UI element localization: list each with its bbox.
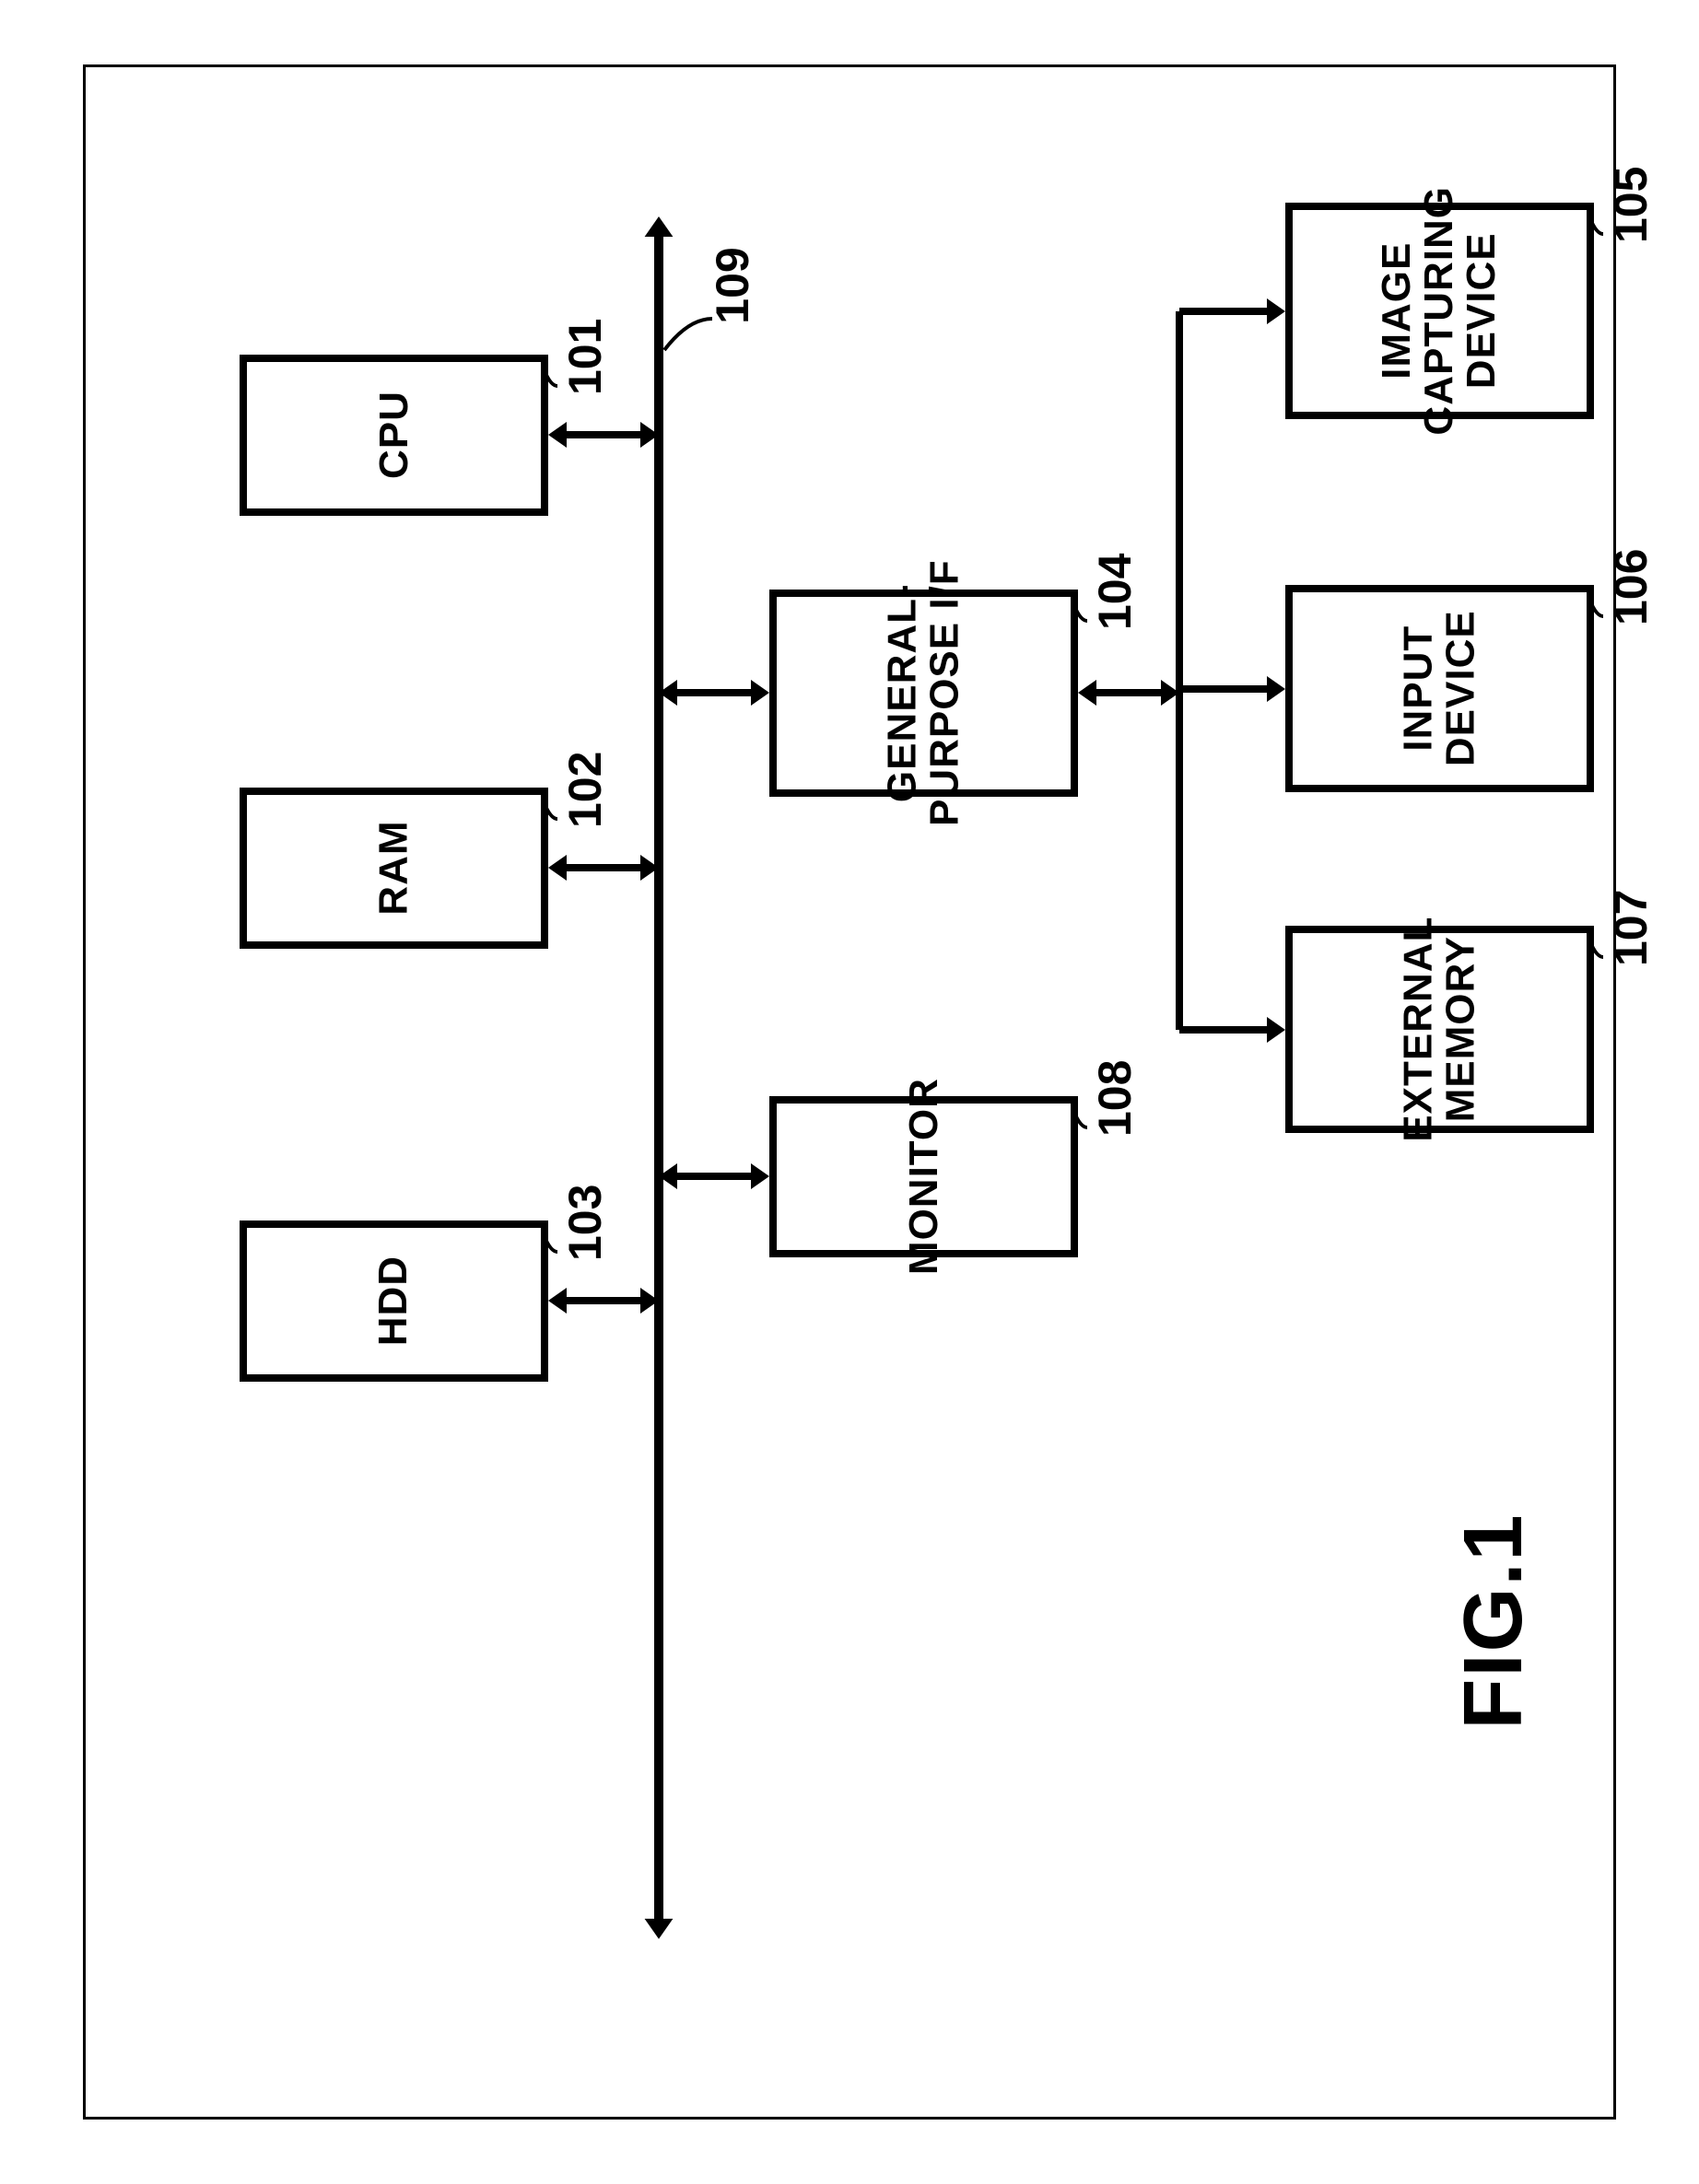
ref-input: 106 <box>1594 552 1668 625</box>
block-monitor-label: MONITOR <box>902 1079 944 1276</box>
block-extmem: EXTERNAL MEMORY <box>1285 926 1594 1133</box>
ref-extmem: 107 <box>1594 893 1668 966</box>
ref-cpu: 101 <box>548 321 622 395</box>
block-cpu: CPU <box>240 355 548 516</box>
block-cpu-label: CPU <box>372 391 415 480</box>
ref-hdd: 103 <box>548 1187 622 1261</box>
block-gpif-label: GENERAL- PURPOSE I/F <box>881 560 966 827</box>
block-input-label: INPUT DEVICE <box>1397 611 1482 767</box>
block-extmem-label: EXTERNAL MEMORY <box>1397 917 1482 1142</box>
block-hdd-label: HDD <box>372 1256 415 1346</box>
block-hdd: HDD <box>240 1220 548 1382</box>
ref-ram: 102 <box>548 754 622 828</box>
block-monitor: MONITOR <box>769 1096 1078 1257</box>
ref-gpif: 104 <box>1078 556 1152 630</box>
block-imgcap-label: IMAGE CAPTURING DEVICE <box>1376 186 1504 436</box>
ref-monitor: 108 <box>1078 1063 1152 1137</box>
ref-bus: 109 <box>696 239 769 332</box>
figure-caption: FIG.1 <box>1447 1474 1557 1769</box>
block-ram: RAM <box>240 788 548 949</box>
block-input: INPUT DEVICE <box>1285 585 1594 792</box>
block-gpif: GENERAL- PURPOSE I/F <box>769 590 1078 797</box>
ref-imgcap: 105 <box>1594 169 1668 243</box>
block-ram-label: RAM <box>372 821 415 916</box>
block-imgcap: IMAGE CAPTURING DEVICE <box>1285 203 1594 419</box>
